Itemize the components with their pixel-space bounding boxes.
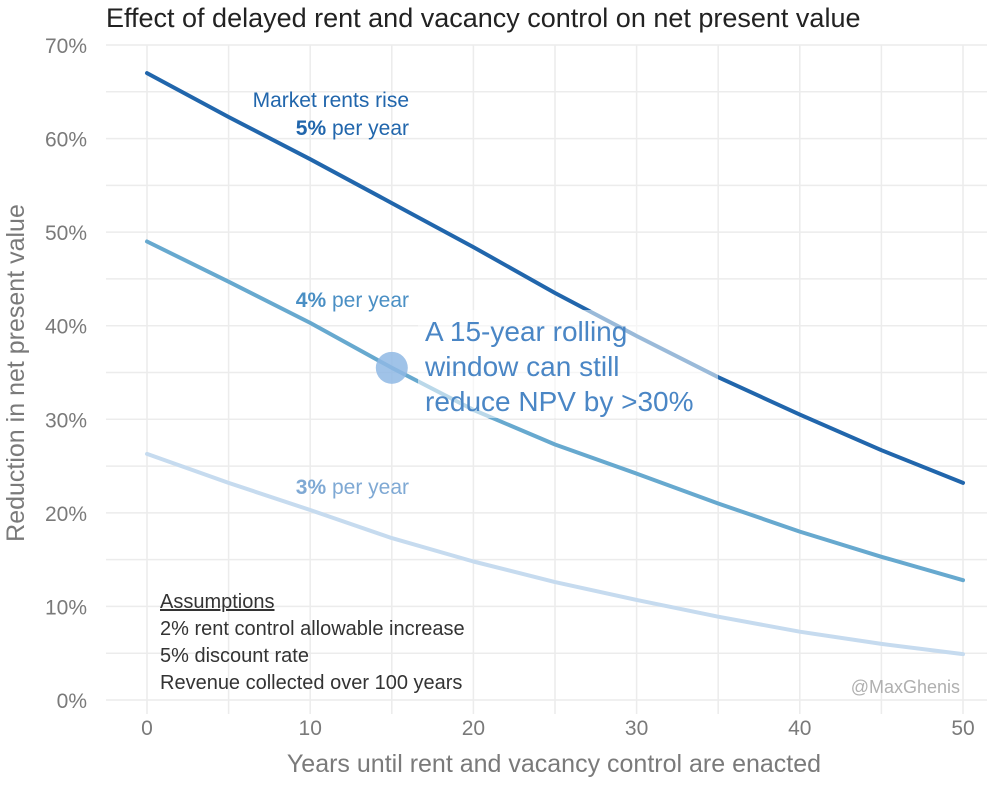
assumption-line-2: 5% discount rate (160, 645, 309, 667)
gridlines (106, 44, 987, 714)
series-label-5pct-value: 5% (296, 117, 327, 140)
y-axis-title: Reduction in net present value (2, 204, 30, 542)
chart-title: Effect of delayed rent and vacancy contr… (106, 3, 860, 33)
highlight-point (375, 351, 408, 384)
assumption-line-3: Revenue collected over 100 years (160, 672, 462, 694)
series-label-4pct-value: 4% (296, 289, 327, 312)
series-label-3pct-suffix: per year (326, 476, 409, 499)
x-tick-label: 40 (788, 717, 811, 740)
series-lines (145, 71, 965, 657)
x-tick-label: 20 (462, 717, 485, 740)
x-tick-label: 50 (951, 717, 974, 740)
series-line-4pct (145, 239, 965, 583)
y-tick-label: 30% (45, 409, 87, 432)
assumption-line-1: 2% rent control allowable increase (160, 618, 465, 640)
series-label-3pct: 3% per year (296, 476, 409, 499)
callout-line-1: A 15-year rolling (425, 316, 627, 347)
callout-halo (418, 310, 718, 418)
y-tick-label: 10% (45, 596, 87, 619)
x-axis-title: Years until rent and vacancy control are… (287, 750, 821, 778)
series-header-label: Market rents rise (253, 89, 409, 112)
credit-handle: @MaxGhenis (851, 677, 960, 697)
y-axis-ticks: 0% 10% 20% 30% 40% 50% 60% 70% (45, 35, 87, 713)
y-tick-label: 50% (45, 222, 87, 245)
x-tick-label: 30 (625, 717, 648, 740)
series-label-4pct-suffix: per year (326, 289, 409, 312)
series-line-3pct (145, 451, 965, 657)
series-label-4pct: 4% per year (296, 289, 409, 312)
y-tick-label: 0% (57, 690, 87, 713)
callout-line-2: window can still (424, 351, 620, 382)
series-label-5pct: 5% per year (296, 117, 409, 140)
x-tick-label: 0 (141, 717, 153, 740)
series-label-5pct-suffix: per year (326, 117, 409, 140)
series-label-3pct-value: 3% (296, 476, 327, 499)
x-tick-label: 10 (299, 717, 322, 740)
callout-line-3: reduce NPV by >30% (425, 386, 694, 417)
x-axis-ticks: 0 10 20 30 40 50 (141, 717, 975, 740)
y-tick-label: 60% (45, 129, 87, 152)
y-tick-label: 20% (45, 503, 87, 526)
y-tick-label: 70% (45, 35, 87, 58)
y-tick-label: 40% (45, 316, 87, 339)
assumptions-heading: Assumptions (160, 591, 275, 613)
series-line-5pct (145, 71, 965, 485)
